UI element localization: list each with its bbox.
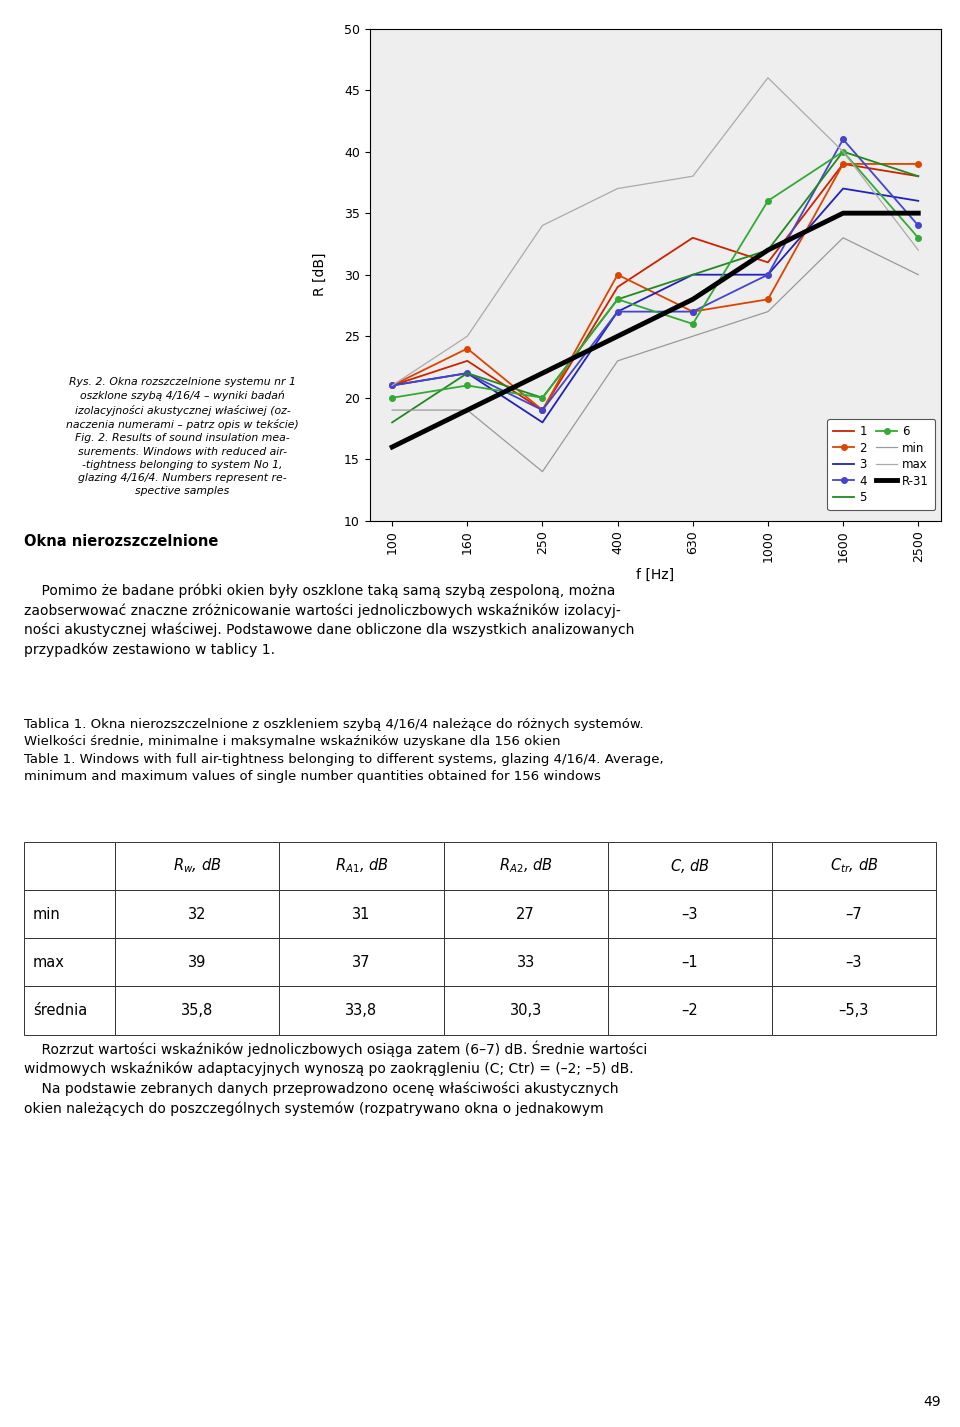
Line: 4: 4 [390,137,921,412]
R-31 [837,204,849,221]
2 [386,377,397,394]
max [913,241,924,258]
Line: min: min [392,238,919,471]
6 [537,390,548,407]
4 [913,217,924,234]
max [537,217,548,234]
6 [913,230,924,247]
R-31 [612,328,623,345]
6 [386,390,397,407]
5 [612,291,623,308]
3 [612,303,623,320]
4 [687,303,699,320]
1 [762,254,774,271]
Line: R-31: R-31 [392,213,919,447]
Line: 3: 3 [392,188,919,422]
3 [687,265,699,283]
R-31 [687,291,699,308]
6 [462,377,473,394]
Line: 1: 1 [392,164,919,410]
1 [837,156,849,173]
Text: Rozrzut wartości wskaźników jednoliczbowych osiąga zatem (6–7) dB. Średnie warto: Rozrzut wartości wskaźników jednoliczbow… [24,1040,647,1116]
5 [913,168,924,186]
R-31 [913,204,924,221]
min [913,265,924,283]
3 [537,414,548,431]
6 [762,193,774,210]
2 [913,156,924,173]
X-axis label: f [Hz]: f [Hz] [636,568,674,582]
3 [386,377,397,394]
Line: 6: 6 [390,148,921,401]
Text: Rys. 2. Okna rozszczelnione systemu nr 1
oszklone szybą 4/16/4 – wyniki badań
iz: Rys. 2. Okna rozszczelnione systemu nr 1… [66,377,299,497]
4 [762,265,774,283]
5 [687,265,699,283]
1 [462,352,473,370]
5 [837,143,849,160]
min [386,401,397,418]
R-31 [762,241,774,258]
4 [537,401,548,418]
min [462,401,473,418]
Y-axis label: R [dB]: R [dB] [313,253,326,297]
R-31 [386,438,397,455]
max [837,143,849,160]
R-31 [462,401,473,418]
min [687,328,699,345]
max [687,168,699,186]
max [462,328,473,345]
1 [537,401,548,418]
2 [837,156,849,173]
Text: Tablica 1. Okna nierozszczelnione z oszkleniem szybą 4/16/4 należące do różnych : Tablica 1. Okna nierozszczelnione z oszk… [24,718,663,783]
3 [462,364,473,381]
2 [537,401,548,418]
max [612,180,623,197]
2 [462,340,473,357]
3 [762,265,774,283]
Text: 49: 49 [924,1396,941,1408]
5 [386,414,397,431]
5 [762,241,774,258]
4 [386,377,397,394]
Text: Okna nierozszczelnione: Okna nierozszczelnione [24,534,218,549]
4 [837,131,849,148]
min [612,352,623,370]
min [762,303,774,320]
4 [462,364,473,381]
4 [612,303,623,320]
2 [612,265,623,283]
1 [612,278,623,295]
1 [687,230,699,247]
6 [687,315,699,332]
1 [386,377,397,394]
3 [913,193,924,210]
2 [687,303,699,320]
Line: 2: 2 [390,161,921,412]
Legend: 1, 2, 3, 4, 5, 6, min, max, R-31: 1, 2, 3, 4, 5, 6, min, max, R-31 [828,420,935,509]
Line: max: max [392,77,919,385]
5 [537,390,548,407]
max [386,377,397,394]
Text: Pomimo że badane próbki okien były oszklone taką samą szybą zespoloną, można
zao: Pomimo że badane próbki okien były oszkl… [24,584,635,658]
min [537,462,548,479]
3 [837,180,849,197]
2 [762,291,774,308]
6 [837,143,849,160]
5 [462,364,473,381]
1 [913,168,924,186]
min [837,230,849,247]
6 [612,291,623,308]
R-31 [537,364,548,381]
Line: 5: 5 [392,151,919,422]
max [762,68,774,86]
